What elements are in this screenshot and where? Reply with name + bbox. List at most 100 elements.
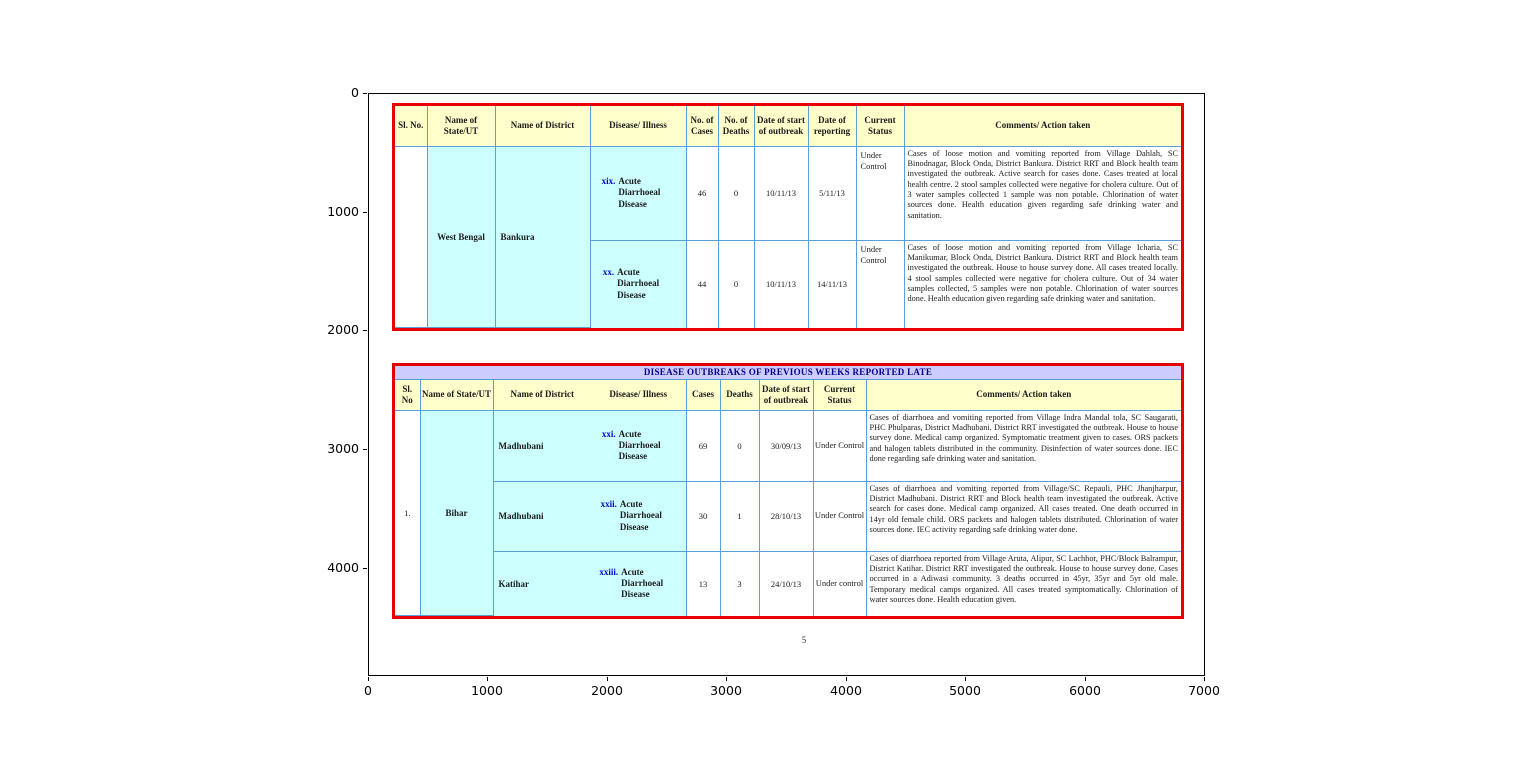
y-tick-label: 2000 (327, 322, 359, 337)
table-row: 1. Bihar Madhubani xxi. Acute Diarrhoeal… (395, 409, 1181, 616)
x-tick-mark (726, 677, 727, 681)
status-cell: Under Control (855, 145, 905, 241)
y-tick-label: 3000 (327, 441, 359, 456)
district-cell: Bankura (494, 145, 591, 328)
x-tick-label: 3000 (710, 683, 742, 698)
plot-area: Sl. No. Name of State/UT Name of Distric… (368, 93, 1205, 676)
state-cell: West Bengal (426, 145, 496, 328)
y-tick-label: 0 (351, 85, 359, 100)
cases-cell: 13 (685, 550, 721, 616)
table-title: DISEASE OUTBREAKS OF PREVIOUS WEEKS REPO… (395, 366, 1181, 380)
table-row: xx. Acute Diarrhoeal Disease 44 0 10/11/… (395, 239, 1181, 328)
cases-cell: 46 (685, 145, 719, 241)
x-tick-mark (487, 677, 488, 681)
header-status: Current Status (855, 106, 905, 147)
y-tick-mark (363, 212, 367, 213)
header-comments: Comments/ Action taken (903, 106, 1181, 147)
header-sl-no: Sl. No (395, 378, 421, 411)
y-tick-mark (363, 449, 367, 450)
header-state: Name of State/UT (426, 106, 496, 147)
deaths-cell: 0 (717, 239, 755, 328)
x-tick-label: 1000 (471, 683, 503, 698)
row-numeral: xxiii. (599, 566, 619, 577)
district-cell: Madhubani (492, 409, 591, 482)
deaths-cell: 0 (717, 145, 755, 241)
disease-cell: xx. Acute Diarrhoeal Disease (590, 239, 687, 328)
y-tick-mark (363, 93, 367, 94)
x-tick-label: 6000 (1069, 683, 1101, 698)
disease-name: Acute Diarrhoeal Disease (621, 566, 664, 600)
start-date-cell: 30/09/13 (758, 409, 814, 482)
table-header-row: Sl. No. Name of State/UT Name of Distric… (395, 106, 1181, 147)
late-outbreak-table: DISEASE OUTBREAKS OF PREVIOUS WEEKS REPO… (392, 363, 1184, 619)
comments-cell: Cases of diarrhoea reported from Village… (865, 550, 1181, 616)
district-cell: Madhubani (493, 480, 591, 552)
status-cell: Under Control (855, 239, 905, 328)
x-tick-mark (368, 677, 369, 681)
header-reporting-date: Date of reporting (807, 106, 857, 147)
reporting-date-cell: 14/11/13 (807, 239, 857, 328)
table-row: Madhubani xxii. Acute Diarrhoeal Disease… (395, 480, 1181, 552)
page-number: 5 (801, 635, 807, 645)
start-date-cell: 10/11/13 (753, 239, 809, 328)
status-cell: Under control (812, 550, 867, 616)
disease-name: Acute Diarrhoeal Disease (619, 499, 662, 532)
deaths-cell: 1 (719, 480, 760, 552)
y-tick-mark (363, 330, 367, 331)
header-district: Name of District (494, 106, 591, 147)
comments-cell: Cases of loose motion and vomiting repor… (903, 145, 1181, 241)
row-numeral: xix. (601, 176, 616, 187)
disease-cell: xxii. Acute Diarrhoeal Disease (591, 480, 687, 552)
start-date-cell: 28/10/13 (758, 480, 814, 552)
disease-cell: xix. Acute Diarrhoeal Disease (589, 145, 687, 241)
reporting-date-cell: 5/11/13 (807, 145, 857, 241)
disease-name: Acute Diarrhoeal Disease (618, 428, 661, 462)
comments-cell: Cases of loose motion and vomiting repor… (903, 239, 1181, 328)
table-title-row: DISEASE OUTBREAKS OF PREVIOUS WEEKS REPO… (395, 366, 1181, 380)
x-tick-label: 0 (364, 683, 372, 698)
header-state: Name of State/UT (419, 378, 494, 411)
deaths-cell: 0 (719, 409, 760, 482)
status-cell: Under Control (812, 409, 867, 482)
start-date-cell: 10/11/13 (753, 145, 809, 241)
state-cell: Bihar (419, 409, 494, 616)
row-numeral: xxi. (601, 428, 616, 439)
disease-name: Acute Diarrhoeal Disease (617, 267, 660, 300)
header-cases: Cases (685, 378, 721, 411)
header-status: Current Status (812, 378, 867, 411)
comments-cell: Cases of diarrhoea and vomiting reported… (865, 409, 1181, 482)
row-numeral: xx. (602, 267, 615, 278)
x-tick-mark (607, 677, 608, 681)
disease-cell: xxi. Acute Diarrhoeal Disease (591, 409, 687, 482)
header-start-date: Date of start of outbreak (758, 378, 814, 411)
sl-no-cell (395, 145, 428, 328)
header-deaths: No. of Deaths (717, 106, 755, 147)
row-numeral: xxii. (600, 499, 617, 510)
header-district: Name of District (492, 378, 591, 411)
comments-cell: Cases of diarrhoea and vomiting reported… (865, 480, 1181, 552)
cases-cell: 69 (685, 409, 721, 482)
header-comments: Comments/ Action taken (865, 378, 1181, 411)
header-deaths: Deaths (719, 378, 760, 411)
x-tick-label: 5000 (949, 683, 981, 698)
table-row: West Bengal Bankura xix. Acute Diarrhoea… (395, 145, 1181, 328)
y-tick-label: 4000 (327, 560, 359, 575)
x-tick-label: 7000 (1188, 683, 1220, 698)
x-tick-mark (846, 677, 847, 681)
district-cell: Katihar (493, 550, 591, 616)
y-tick-mark (363, 568, 367, 569)
cases-cell: 30 (685, 480, 721, 552)
x-tick-mark (1085, 677, 1086, 681)
x-tick-label: 4000 (830, 683, 862, 698)
x-tick-mark (1204, 677, 1205, 681)
y-tick-label: 1000 (327, 204, 359, 219)
header-cases: No. of Cases (685, 106, 719, 147)
x-tick-label: 2000 (591, 683, 623, 698)
cases-cell: 44 (685, 239, 719, 328)
disease-cell: xxiii. Acute Diarrhoeal Disease (591, 550, 687, 616)
disease-name: Acute Diarrhoeal Disease (618, 176, 661, 209)
header-start-date: Date of start of outbreak (753, 106, 809, 147)
start-date-cell: 24/10/13 (758, 550, 814, 616)
status-cell: Under Control (812, 480, 867, 552)
outbreak-table: Sl. No. Name of State/UT Name of Distric… (392, 103, 1184, 331)
